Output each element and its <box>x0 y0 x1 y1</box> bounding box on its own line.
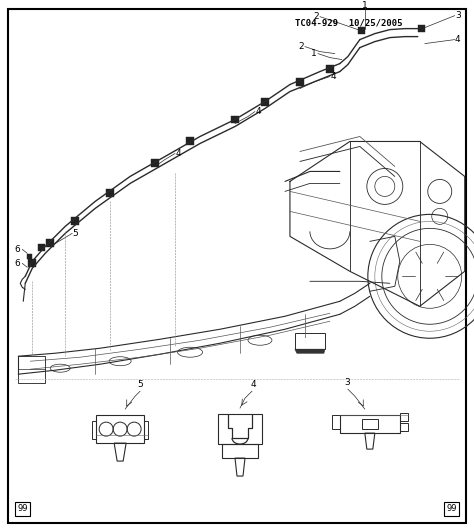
Bar <box>296 78 304 85</box>
Bar <box>332 415 340 429</box>
Bar <box>400 413 408 421</box>
Text: 4: 4 <box>175 149 181 158</box>
Text: 1: 1 <box>311 49 317 58</box>
Text: 99: 99 <box>17 504 27 513</box>
Polygon shape <box>295 349 325 353</box>
Bar <box>38 244 45 251</box>
Text: TC04-929  10/25/2005: TC04-929 10/25/2005 <box>295 19 402 28</box>
Text: 6: 6 <box>14 245 20 254</box>
Text: 4: 4 <box>330 72 336 81</box>
Text: 3: 3 <box>455 11 461 20</box>
Text: 3: 3 <box>344 378 350 387</box>
Bar <box>96 415 144 443</box>
Bar <box>340 415 400 433</box>
Bar <box>231 116 239 124</box>
Bar <box>151 159 159 167</box>
Bar <box>222 444 258 458</box>
Text: 5: 5 <box>73 229 78 238</box>
Text: 4: 4 <box>455 35 461 44</box>
Bar <box>218 414 262 444</box>
Bar <box>46 239 54 247</box>
Text: 1: 1 <box>362 1 368 10</box>
Bar <box>106 190 114 198</box>
Bar <box>400 423 408 431</box>
Bar <box>358 27 365 33</box>
Bar <box>295 333 325 349</box>
Bar <box>27 254 32 259</box>
Bar <box>261 98 269 106</box>
Bar <box>144 421 148 439</box>
Bar <box>28 259 36 267</box>
Text: FHT: FHT <box>303 338 317 343</box>
Text: 5: 5 <box>137 380 143 389</box>
Bar <box>326 65 334 73</box>
Text: 4: 4 <box>255 107 261 116</box>
Bar <box>186 138 194 145</box>
Bar <box>418 24 425 32</box>
Bar <box>362 419 378 429</box>
Text: 2: 2 <box>298 42 304 51</box>
Text: 99: 99 <box>447 504 457 513</box>
Text: 2: 2 <box>313 12 319 21</box>
Text: 4: 4 <box>250 380 256 389</box>
Bar <box>71 217 79 225</box>
Text: 6: 6 <box>14 259 20 268</box>
Bar <box>92 421 96 439</box>
